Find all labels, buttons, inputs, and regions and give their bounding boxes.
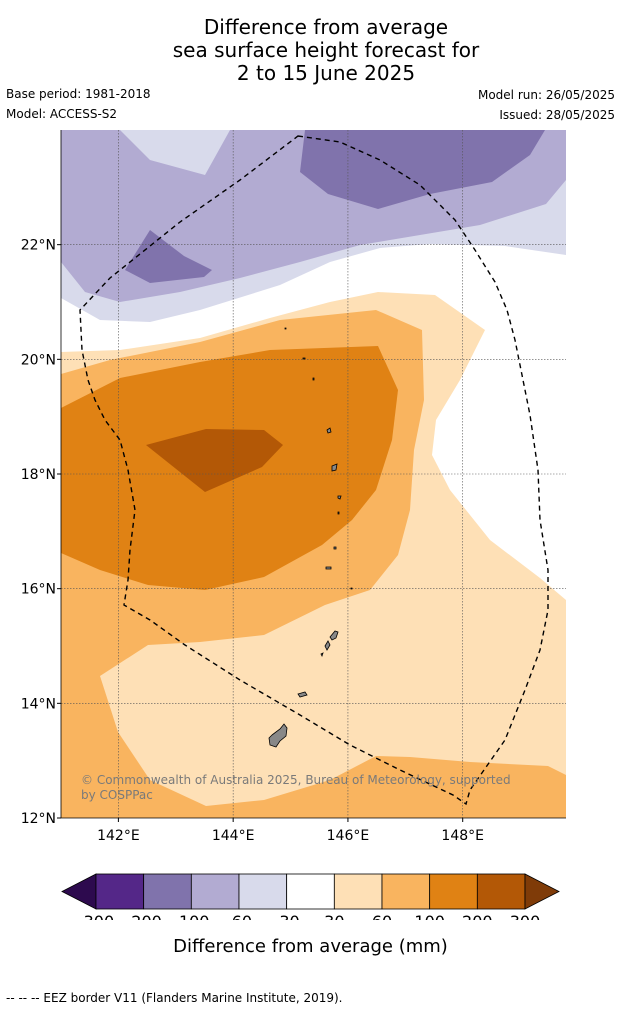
title-line-2: sea surface height forecast for: [172, 38, 480, 62]
base-period-label: Base period: 1981-2018: [6, 87, 151, 101]
asuncion-island: [312, 377, 315, 381]
anatahan-island: [325, 566, 332, 570]
longitude-labels: 142°E 144°E 146°E 148°E: [97, 818, 484, 844]
colorbar-bin: [381, 873, 431, 910]
islands: [268, 327, 353, 748]
colorbar-bin: [476, 873, 526, 910]
alamagan-island: [337, 495, 342, 500]
colorbar-tick-label: 60: [372, 912, 392, 920]
rota-island: [297, 691, 308, 698]
tinian-island: [324, 640, 331, 651]
gridlines: [61, 130, 566, 818]
copyright-line-2: by COSPPac: [81, 788, 153, 802]
pagan-island: [331, 463, 338, 472]
lat-tick-label: 22°N: [21, 238, 56, 254]
colorbar-bin: [238, 873, 288, 910]
colorbar-under-extend: [61, 873, 97, 910]
guam-island: [268, 723, 288, 748]
lon-tick-label: 144°E: [212, 828, 255, 844]
colorbar-tick-labels: -300 -200 -100 -60 -30 30 60 100 200 300: [78, 912, 540, 920]
saipan-island: [329, 630, 339, 641]
colorbar-label: Difference from average (mm): [173, 936, 448, 957]
title-line-3: 2 to 15 June 2025: [236, 61, 416, 85]
eez-border: [79, 135, 549, 806]
lon-tick-label: 148°E: [441, 828, 484, 844]
colorbar: -300 -200 -100 -60 -30 30 60 100 200 300: [61, 873, 560, 920]
colorbar-bin: [143, 873, 192, 910]
farallon-de-pajaros-island: [284, 327, 287, 330]
model-run-label: Model run: 26/05/2025: [477, 88, 615, 102]
issued-label: Issued: 28/05/2025: [499, 108, 615, 122]
lat-tick-label: 14°N: [21, 696, 56, 712]
colorbar-tick-label: 100: [414, 912, 445, 920]
colorbar-tick-label: -200: [126, 912, 162, 920]
agrihan-island: [326, 427, 332, 434]
colorbar-tick-label: -300: [78, 912, 114, 920]
model-label: Model: ACCESS-S2: [6, 107, 118, 121]
latitude-labels: 22°N 20°N 18°N 16°N 14°N 12°N: [21, 238, 61, 827]
lat-tick-label: 20°N: [21, 352, 56, 368]
colorbar-tick-label: -100: [173, 912, 209, 920]
colorbar-bin: [190, 873, 240, 910]
colorbar-bins: [61, 873, 560, 910]
sarigan-island: [333, 546, 337, 550]
colorbar-bin: [95, 873, 145, 910]
colorbar-bin: [429, 873, 478, 910]
aguijan-island: [320, 652, 324, 658]
colorbar-tick-label: 30: [324, 912, 344, 920]
band-200-300: [146, 429, 283, 492]
colorbar-tick-label: -30: [274, 912, 300, 920]
colorbar-over-extend: [524, 873, 560, 910]
lat-tick-label: 18°N: [21, 467, 56, 483]
guguan-island: [337, 511, 340, 515]
colorbar-tick-label: 200: [462, 912, 493, 920]
lon-tick-label: 142°E: [97, 828, 140, 844]
farallon-de-medinilla-island: [350, 587, 353, 590]
lat-tick-label: 16°N: [21, 582, 56, 598]
maug-islands: [302, 357, 306, 360]
colorbar-tick-label: -60: [226, 912, 252, 920]
sea-surface-height-map: © Commonwealth of Australia 2025, Bureau…: [21, 130, 566, 844]
lat-tick-label: 12°N: [21, 811, 56, 827]
title-line-1: Difference from average: [203, 15, 449, 39]
band-minus200-minus100-west: [125, 230, 212, 283]
eez-legend-footer: -- -- -- EEZ border V11 (Flanders Marine…: [6, 991, 343, 1005]
colorbar-tick-label: 300: [510, 912, 541, 920]
colorbar-bin: [286, 873, 335, 910]
colorbar-bin: [333, 873, 383, 910]
lon-tick-label: 146°E: [327, 828, 370, 844]
copyright-line-1: © Commonwealth of Australia 2025, Bureau…: [81, 773, 511, 787]
band-minus200-minus100-north: [300, 130, 545, 209]
